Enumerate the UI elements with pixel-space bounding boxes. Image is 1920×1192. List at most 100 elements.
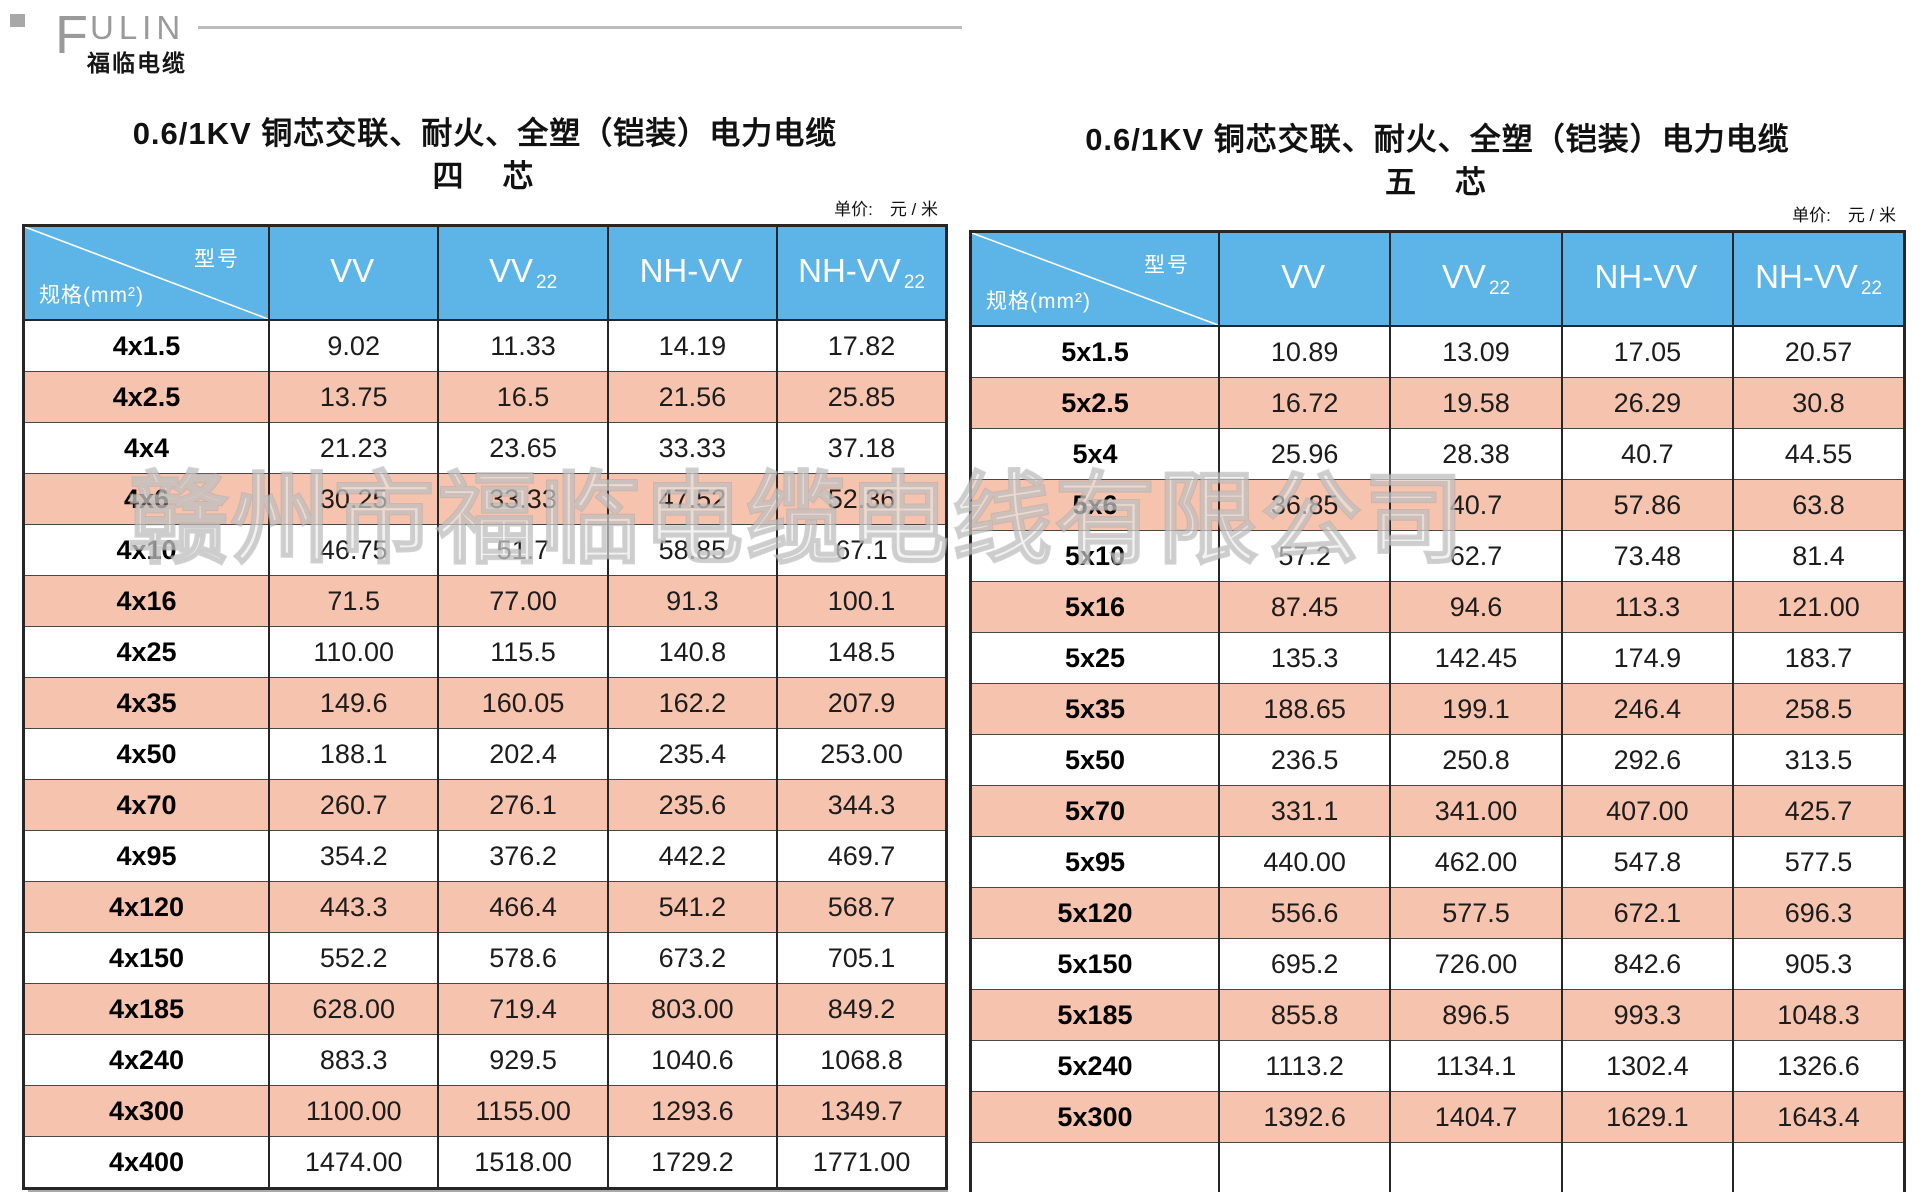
price-cell: 1643.4: [1732, 1091, 1905, 1143]
table-row: 5x150 695.2 726.00 842.6 905.3: [969, 938, 1905, 990]
spec-cell: 4x25: [22, 626, 270, 678]
price-cell: 25.96: [1217, 428, 1391, 480]
table-row: 5x4 25.96 28.38 40.7 44.55: [969, 428, 1905, 480]
price-cell: 1629.1: [1560, 1091, 1734, 1143]
price-cell: 202.4: [437, 728, 608, 780]
price-cell: 58.85: [606, 524, 778, 576]
price-cell: 9.02: [268, 319, 439, 372]
price-cell: 250.8: [1389, 734, 1562, 786]
price-cell: 235.4: [606, 728, 778, 780]
price-cell: 100.1: [776, 575, 947, 627]
price-cell: 292.6: [1560, 734, 1734, 786]
price-cell: 1048.3: [1732, 989, 1905, 1041]
unit-price-note: 单价: 元 / 米: [1792, 206, 1896, 225]
table-row: 4x2.5 13.75 16.5 21.56 25.85: [22, 371, 947, 423]
price-cell: 344.3: [776, 779, 947, 831]
price-cell: 1068.8: [776, 1034, 947, 1086]
price-table-five-core: 型号 规格(mm²) VV VV 22 NH-VV NH-VV 22 5x1.5 10…: [969, 230, 1906, 1192]
table-row: 5x16 87.45 94.6 113.3 121.00: [969, 581, 1905, 633]
price-cell: 67.1: [776, 524, 947, 576]
brand-initial: F: [55, 5, 93, 65]
price-cell: [1389, 1142, 1562, 1192]
five-core-section: 0.6/1KV 铜芯交联、耐火、全塑（铠装）电力电缆 五 芯 单价: 元 / 米…: [969, 120, 1906, 1192]
corner-header-cell: 型号 规格(mm²): [22, 225, 270, 321]
price-cell: 40.7: [1560, 428, 1734, 480]
price-cell: 11.33: [437, 319, 608, 372]
column-header: NH-VV: [1560, 231, 1734, 327]
price-cell: 140.8: [606, 626, 778, 678]
price-cell: 17.05: [1560, 325, 1734, 378]
spec-cell: 5x185: [969, 989, 1219, 1041]
price-cell: 276.1: [437, 779, 608, 831]
price-cell: 855.8: [1217, 989, 1391, 1041]
price-cell: 425.7: [1732, 785, 1905, 837]
spec-cell: 5x2.5: [969, 377, 1219, 429]
price-cell: 47.52: [606, 473, 778, 525]
price-cell: 57.86: [1560, 479, 1734, 531]
price-cell: 52.36: [776, 473, 947, 525]
price-cell: 10.89: [1217, 325, 1391, 378]
price-cell: 62.7: [1389, 530, 1562, 582]
price-cell: 556.6: [1217, 887, 1391, 939]
price-cell: 628.00: [268, 983, 439, 1035]
price-cell: 13.09: [1389, 325, 1562, 378]
price-cell: 849.2: [776, 983, 947, 1035]
price-cell: 14.19: [606, 319, 778, 372]
price-cell: 73.48: [1560, 530, 1734, 582]
price-cell: 236.5: [1217, 734, 1391, 786]
spec-cell: 5x70: [969, 785, 1219, 837]
table-row: 4x6 30.25 33.33 47.52 52.36: [22, 473, 947, 525]
price-cell: 23.65: [437, 422, 608, 474]
price-cell: 443.3: [268, 881, 439, 933]
price-cell: 13.75: [268, 371, 439, 423]
price-cell: 160.05: [437, 677, 608, 729]
price-cell: 188.65: [1217, 683, 1391, 735]
spec-cell: 4x50: [22, 728, 270, 780]
spec-cell: 4x240: [22, 1034, 270, 1086]
spec-cell: 5x150: [969, 938, 1219, 990]
table-row: 5x6 36.85 40.7 57.86 63.8: [969, 479, 1905, 531]
price-cell: 354.2: [268, 830, 439, 882]
price-cell: 258.5: [1732, 683, 1905, 735]
price-cell: 1113.2: [1217, 1040, 1391, 1092]
spec-cell: 5x16: [969, 581, 1219, 633]
price-cell: 929.5: [437, 1034, 608, 1086]
diagonal-line: [25, 227, 268, 319]
price-cell: 183.7: [1732, 632, 1905, 684]
price-cell: 1474.00: [268, 1136, 439, 1189]
price-cell: 1302.4: [1560, 1040, 1734, 1092]
price-cell: 115.5: [437, 626, 608, 678]
price-cell: 376.2: [437, 830, 608, 882]
price-cell: 695.2: [1217, 938, 1391, 990]
price-cell: 188.1: [268, 728, 439, 780]
price-cell: 883.3: [268, 1034, 439, 1086]
price-cell: [1560, 1142, 1734, 1192]
spec-cell: 5x4: [969, 428, 1219, 480]
spec-cell: 4x70: [22, 779, 270, 831]
model-axis-label: 型号: [1143, 254, 1190, 277]
price-cell: 1040.6: [606, 1034, 778, 1086]
column-header: VV 22: [1389, 231, 1562, 327]
price-cell: 577.5: [1732, 836, 1905, 888]
price-cell: 341.00: [1389, 785, 1562, 837]
price-cell: 726.00: [1389, 938, 1562, 990]
price-cell: 81.4: [1732, 530, 1905, 582]
price-cell: 407.00: [1560, 785, 1734, 837]
price-cell: 16.72: [1217, 377, 1391, 429]
price-cell: 110.00: [268, 626, 439, 678]
spec-cell: 4x10: [22, 524, 270, 576]
price-cell: 174.9: [1560, 632, 1734, 684]
price-cell: 113.3: [1560, 581, 1734, 633]
header-row: 型号 规格(mm²) VV VV 22 NH-VV NH-VV 22: [969, 231, 1905, 327]
core-count-label: 四 芯: [432, 159, 538, 194]
price-cell: 235.6: [606, 779, 778, 831]
price-cell: 162.2: [606, 677, 778, 729]
table-row: 4x400 1474.00 1518.00 1729.2 1771.00: [22, 1136, 947, 1189]
price-cell: 462.00: [1389, 836, 1562, 888]
table-row: 5x1.5 10.89 13.09 17.05 20.57: [969, 325, 1905, 378]
column-header: VV: [268, 225, 439, 321]
table-row: 4x1.5 9.02 11.33 14.19 17.82: [22, 319, 947, 372]
price-cell: 673.2: [606, 932, 778, 984]
price-cell: 94.6: [1389, 581, 1562, 633]
